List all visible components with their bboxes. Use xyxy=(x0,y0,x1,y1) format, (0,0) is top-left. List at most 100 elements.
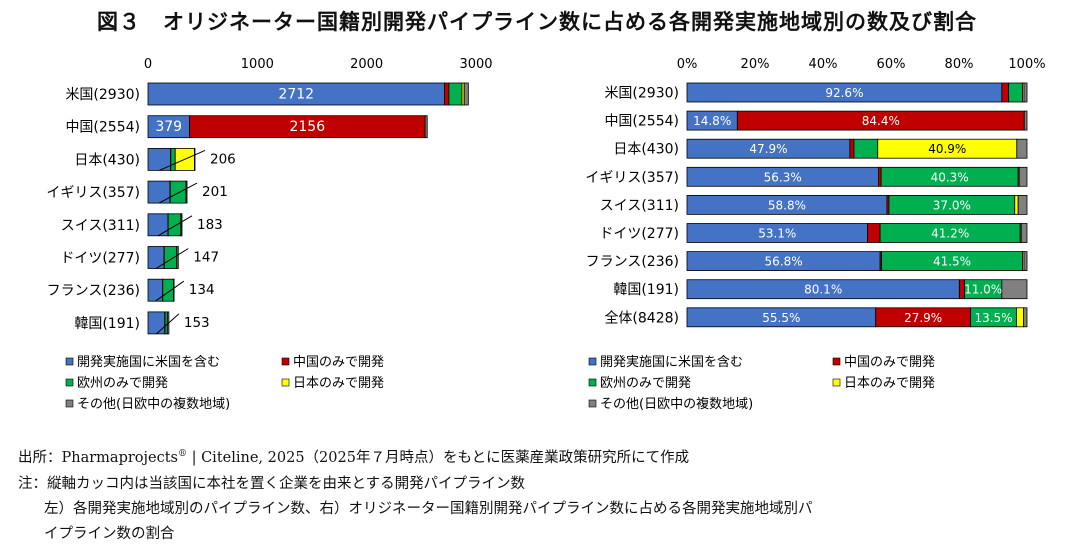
right-bar-china xyxy=(867,223,881,243)
right-legend-swatch-us xyxy=(588,357,597,366)
left-legend-label: 開発実施国に米国を含む xyxy=(77,354,220,370)
right-legend-swatch-japan xyxy=(832,378,841,387)
right-bar-other xyxy=(1001,279,1028,300)
left-bar-other xyxy=(176,246,179,269)
right-bar-europe xyxy=(853,138,879,159)
right-data-label: 14.8% xyxy=(693,114,731,128)
left-callout-line xyxy=(158,182,198,204)
right-legend-swatch-europe xyxy=(588,378,597,387)
left-legend-label: その他(日欧中の複数地域) xyxy=(77,396,230,412)
note-line-2: 左）各開発実施地域別のパイプライン数、右）オリジネーター国籍別開発パイプライン数… xyxy=(44,501,813,517)
left-x-tick-label: 0 xyxy=(144,57,152,72)
source-note: 出所：Pharmaprojects® | Citeline, 2025（2025… xyxy=(18,446,689,467)
left-category-label: 中国(2554) xyxy=(65,120,140,136)
registered-mark: ® xyxy=(177,449,187,460)
source-rest: | Citeline, 2025（2025年７月時点）をもとに医薬産業政策研究所… xyxy=(186,450,690,466)
right-category-label: フランス(236) xyxy=(586,254,679,270)
right-x-tick-label: 100% xyxy=(1008,57,1045,72)
right-category-label: イギリス(357) xyxy=(585,170,679,186)
left-x-tick-label: 3000 xyxy=(459,57,492,72)
left-callout-line xyxy=(159,149,206,171)
note-line-1: 注：縦軸カッコ内は当該国に本社を置く企業を由来とする開発パイプライン数 xyxy=(18,476,526,492)
left-callout-line xyxy=(156,313,180,335)
left-legend-swatch-china xyxy=(281,357,290,366)
left-category-label: スイス(311) xyxy=(61,218,140,234)
right-data-label: 56.8% xyxy=(764,255,802,269)
right-bar-japan xyxy=(1014,194,1019,215)
left-data-label: 147 xyxy=(193,250,219,266)
left-data-label: 134 xyxy=(189,282,215,298)
right-data-label: 13.5% xyxy=(974,311,1012,325)
right-data-label: 53.1% xyxy=(758,227,796,241)
right-category-label: ドイツ(277) xyxy=(599,226,679,242)
left-callout-line xyxy=(155,280,185,302)
left-category-label: フランス(236) xyxy=(47,283,140,299)
source-prefix: 出所：Pharmaprojects xyxy=(18,450,178,466)
right-bar-japan xyxy=(1016,307,1025,328)
right-data-label: 37.0% xyxy=(933,198,971,212)
note-line-3: イプライン数の割合 xyxy=(44,526,175,542)
right-legend-label: その他(日欧中の複数地域) xyxy=(600,396,753,412)
left-x-tick-label: 2000 xyxy=(350,57,383,72)
right-data-label: 80.1% xyxy=(804,283,842,297)
right-bar-other xyxy=(1023,251,1028,272)
left-category-label: 韓国(191) xyxy=(74,316,140,332)
right-x-tick-label: 40% xyxy=(809,57,838,72)
right-legend-label: 中国のみで開発 xyxy=(844,355,935,370)
left-legend-label: 欧州のみで開発 xyxy=(77,376,168,391)
left-data-label: 2712 xyxy=(278,87,314,103)
right-data-label: 92.6% xyxy=(825,86,863,100)
left-legend-label: 中国のみで開発 xyxy=(293,355,384,370)
left-bar-other xyxy=(194,147,196,171)
right-data-label: 11.0% xyxy=(964,283,1002,297)
right-category-label: 米国(2930) xyxy=(604,86,679,102)
left-x-tick-label: 1000 xyxy=(241,57,274,72)
left-legend-swatch-europe xyxy=(65,378,74,387)
right-bar-other xyxy=(1018,166,1028,187)
left-data-label: 206 xyxy=(210,151,236,167)
left-bar-other xyxy=(185,180,188,204)
right-data-label: 40.9% xyxy=(928,142,966,156)
left-legend-swatch-us xyxy=(65,357,74,366)
left-category-label: 日本(430) xyxy=(74,152,140,168)
right-chart-pipeline-share: 0% 20% 40% 60% 80% 100% 米国(2930) 中国(2554) 日本(430… xyxy=(585,57,1045,412)
right-category-label: 韓国(191) xyxy=(613,282,679,298)
left-category-label: ドイツ(277) xyxy=(60,251,140,267)
right-data-label: 58.8% xyxy=(768,198,806,212)
right-bar-other xyxy=(1023,307,1028,328)
right-bar-china xyxy=(878,166,882,187)
right-bar-other xyxy=(1016,138,1028,159)
right-x-tick-label: 0% xyxy=(677,57,698,72)
left-data-label: 201 xyxy=(202,184,228,200)
right-bar-other xyxy=(1023,110,1028,131)
right-data-label: 41.2% xyxy=(931,227,969,241)
right-category-label: スイス(311) xyxy=(600,198,679,214)
right-data-label: 47.9% xyxy=(749,142,787,156)
left-category-label: 米国(2930) xyxy=(65,87,140,103)
left-legend-swatch-japan xyxy=(281,378,290,387)
right-legend-swatch-other xyxy=(588,399,597,408)
right-data-label: 55.5% xyxy=(762,311,800,325)
left-data-label: 153 xyxy=(184,315,210,331)
right-data-label: 27.9% xyxy=(904,311,942,325)
right-x-tick-label: 60% xyxy=(877,57,906,72)
right-x-tick-label: 80% xyxy=(945,57,974,72)
right-x-tick-label: 20% xyxy=(741,57,770,72)
left-bar-other xyxy=(463,82,469,106)
right-legend-label: 開発実施国に米国を含む xyxy=(600,354,743,370)
right-legend-label: 欧州のみで開発 xyxy=(600,376,691,391)
right-category-label: 全体(8428) xyxy=(604,309,679,326)
right-bar-other xyxy=(1023,82,1028,103)
right-data-label: 40.3% xyxy=(931,170,969,184)
left-chart-pipeline-counts: 0 1000 2000 3000 米国(2930) 中国(2554) 日本(430) イギリス… xyxy=(46,57,492,412)
right-bar-china xyxy=(1001,82,1010,103)
right-legend-label: 日本のみで開発 xyxy=(844,376,935,391)
right-data-label: 56.3% xyxy=(764,170,802,184)
left-category-label: イギリス(357) xyxy=(46,185,140,201)
right-bar-europe xyxy=(1008,82,1023,103)
right-data-label: 84.4% xyxy=(862,114,900,128)
right-category-label: 日本(430) xyxy=(613,142,679,158)
right-bar-other xyxy=(1020,223,1028,243)
left-data-label: 379 xyxy=(155,119,182,135)
left-legend-swatch-other xyxy=(65,399,74,408)
